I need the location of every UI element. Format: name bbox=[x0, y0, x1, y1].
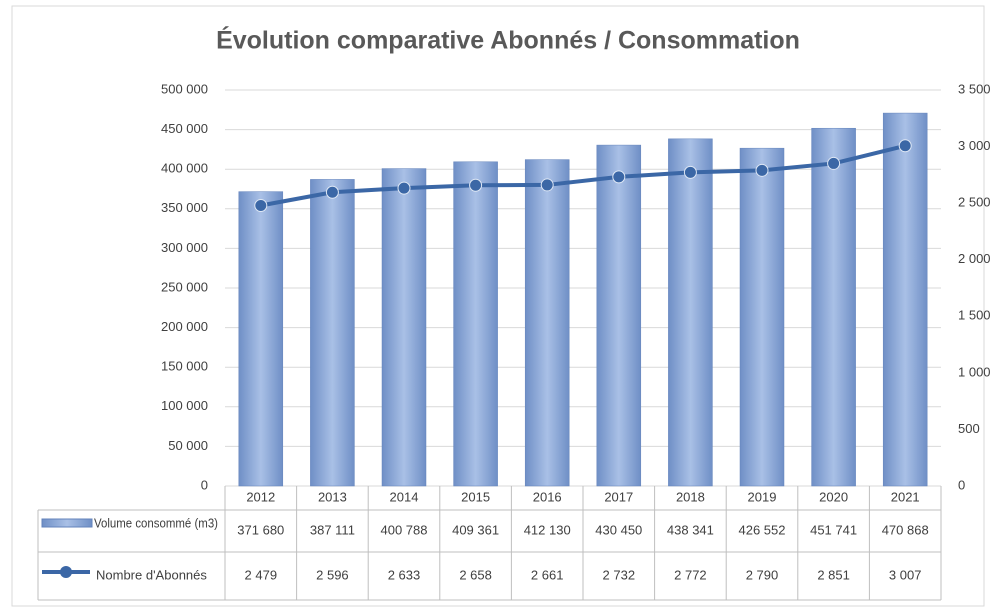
y-tick-label: 100 000 bbox=[161, 398, 208, 413]
table-value: 409 361 bbox=[452, 522, 499, 537]
table-value: 2 772 bbox=[674, 567, 707, 582]
line-marker bbox=[540, 178, 554, 192]
table-value: 400 788 bbox=[381, 522, 428, 537]
bar bbox=[668, 138, 713, 487]
x-tick-label: 2017 bbox=[604, 489, 633, 504]
bar bbox=[811, 127, 856, 487]
table-value: 2 732 bbox=[603, 567, 636, 582]
table-value: 426 552 bbox=[739, 522, 786, 537]
table-value: 2 596 bbox=[316, 567, 349, 582]
chart-title: Évolution comparative Abonnés / Consomma… bbox=[216, 26, 800, 55]
y2-tick-label: 2 500 bbox=[958, 195, 991, 210]
y2-tick-label: 3 000 bbox=[958, 138, 991, 153]
bar bbox=[739, 147, 785, 487]
table-value: 438 341 bbox=[667, 522, 714, 537]
table-value: 3 007 bbox=[889, 567, 922, 582]
y2-tick-label: 1 500 bbox=[958, 308, 991, 323]
legend-label: Nombre d'Abonnés bbox=[96, 567, 207, 582]
line-marker bbox=[898, 139, 912, 153]
line-marker bbox=[683, 165, 697, 179]
table-value: 371 680 bbox=[237, 522, 284, 537]
x-tick-label: 2014 bbox=[390, 489, 419, 504]
table-value: 387 111 bbox=[310, 522, 355, 537]
x-tick-label: 2013 bbox=[318, 489, 347, 504]
y-tick-label: 250 000 bbox=[161, 279, 208, 294]
line bbox=[260, 143, 906, 208]
x-tick-label: 2021 bbox=[891, 489, 920, 504]
line-marker bbox=[755, 163, 769, 177]
y2-tick-label: 0 bbox=[958, 477, 965, 492]
x-tick-label: 2019 bbox=[748, 489, 777, 504]
table-value: 2 479 bbox=[245, 567, 278, 582]
y-tick-label: 150 000 bbox=[161, 359, 208, 374]
bar bbox=[453, 161, 498, 487]
legend-swatch bbox=[41, 518, 93, 528]
table-value: 451 741 bbox=[810, 522, 857, 537]
table-value: 2 661 bbox=[531, 567, 564, 582]
table-value: 2 658 bbox=[459, 567, 492, 582]
x-tick-label: 2018 bbox=[676, 489, 705, 504]
y-tick-label: 0 bbox=[201, 477, 208, 492]
line-marker bbox=[397, 181, 411, 195]
y-tick-label: 350 000 bbox=[161, 200, 208, 215]
bar bbox=[381, 168, 427, 487]
x-tick-label: 2015 bbox=[461, 489, 490, 504]
bar bbox=[596, 144, 642, 487]
table-value: 430 450 bbox=[595, 522, 642, 537]
bar bbox=[524, 159, 570, 487]
x-tick-label: 2020 bbox=[819, 489, 848, 504]
y2-tick-label: 2 000 bbox=[958, 251, 991, 266]
bar bbox=[882, 112, 928, 487]
bar bbox=[310, 179, 355, 487]
y2-tick-label: 500 bbox=[958, 421, 980, 436]
y2-tick-label: 1 000 bbox=[958, 364, 991, 379]
table-value: 2 633 bbox=[388, 567, 421, 582]
line-marker bbox=[325, 185, 339, 199]
line-marker bbox=[827, 156, 841, 170]
table-value: 2 851 bbox=[817, 567, 850, 582]
line-marker bbox=[612, 170, 626, 184]
table-value: 470 868 bbox=[882, 522, 929, 537]
y-tick-label: 400 000 bbox=[161, 161, 208, 176]
y-tick-label: 200 000 bbox=[161, 319, 208, 334]
y-tick-label: 300 000 bbox=[161, 240, 208, 255]
legend-swatch bbox=[60, 566, 72, 578]
table-value: 412 130 bbox=[524, 522, 571, 537]
table-value: 2 790 bbox=[746, 567, 779, 582]
legend-label: Volume consommé (m3) bbox=[94, 515, 218, 530]
y-tick-label: 50 000 bbox=[168, 438, 208, 453]
bar bbox=[238, 191, 284, 487]
y-tick-label: 500 000 bbox=[161, 81, 208, 96]
y2-tick-label: 3 500 bbox=[958, 81, 991, 96]
line-marker bbox=[469, 178, 483, 192]
y-tick-label: 450 000 bbox=[161, 121, 208, 136]
line-marker bbox=[254, 199, 268, 213]
x-tick-label: 2016 bbox=[533, 489, 562, 504]
x-tick-label: 2012 bbox=[246, 489, 275, 504]
